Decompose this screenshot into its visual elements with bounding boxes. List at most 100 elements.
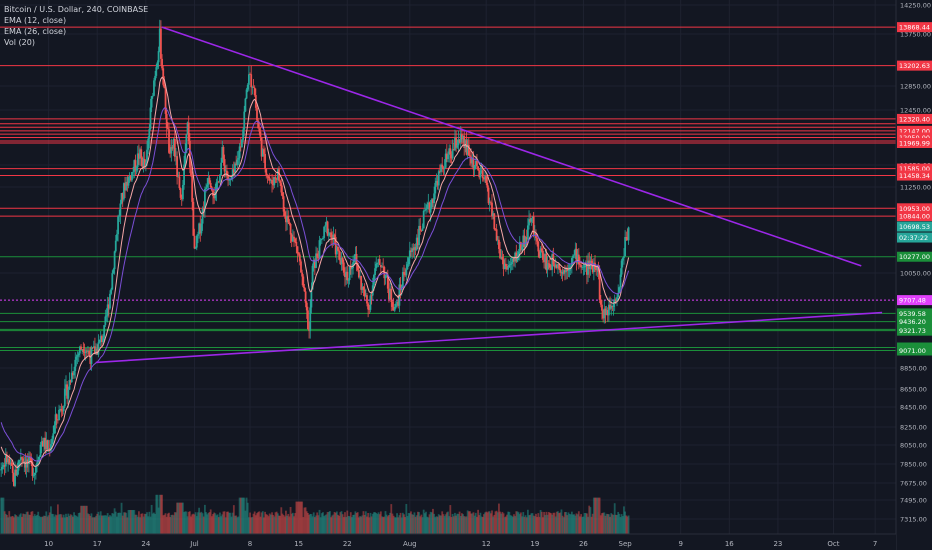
candle-body bbox=[389, 288, 392, 300]
candle-body bbox=[375, 263, 378, 269]
candle-body bbox=[251, 87, 254, 88]
indicator-ema12[interactable]: EMA (12, close) bbox=[4, 16, 67, 25]
candle-body bbox=[30, 457, 33, 462]
volume-bar bbox=[18, 514, 21, 534]
candle-body bbox=[163, 84, 166, 89]
volume-bar bbox=[565, 511, 567, 534]
volume-bar bbox=[146, 512, 148, 534]
candle-body bbox=[351, 267, 353, 270]
candle-body bbox=[36, 462, 38, 467]
candle-body bbox=[595, 268, 598, 271]
volume-bar bbox=[200, 511, 203, 534]
volume-bar bbox=[488, 511, 491, 534]
candle-body bbox=[411, 248, 414, 253]
volume-bar bbox=[398, 515, 401, 534]
candle-body bbox=[58, 409, 60, 421]
volume-bar bbox=[203, 504, 206, 534]
candle-body bbox=[473, 165, 476, 170]
volume-bar bbox=[202, 516, 205, 534]
volume-bar bbox=[128, 510, 131, 534]
candle-body bbox=[322, 237, 324, 239]
candle-body bbox=[608, 304, 610, 316]
volume-bar bbox=[404, 516, 407, 534]
volume-bar bbox=[303, 507, 306, 534]
candle-body bbox=[12, 473, 15, 486]
volume-bar bbox=[66, 517, 69, 534]
candle-body bbox=[133, 160, 136, 172]
symbol-title[interactable]: Bitcoin / U.S. Dollar, 240, COINBASE bbox=[4, 4, 150, 15]
volume-bar bbox=[474, 512, 477, 534]
candle-body bbox=[249, 74, 251, 75]
volume-bar bbox=[619, 517, 622, 534]
candle-body bbox=[492, 213, 495, 217]
candle-body bbox=[276, 169, 279, 180]
candle-body bbox=[320, 238, 323, 240]
volume-bar bbox=[106, 513, 109, 534]
resistance-label-box bbox=[897, 132, 932, 143]
candle-body bbox=[433, 193, 436, 204]
price-axis-bg bbox=[896, 0, 932, 550]
candle-body bbox=[460, 134, 463, 140]
time-tick-label: 19 bbox=[530, 540, 539, 548]
volume-bar bbox=[375, 512, 378, 534]
candle-body bbox=[272, 183, 275, 186]
volume-bar bbox=[168, 512, 170, 534]
candle-body bbox=[605, 310, 608, 316]
candle-body bbox=[573, 255, 576, 256]
volume-bar bbox=[575, 513, 578, 534]
volume-bar bbox=[440, 515, 442, 534]
candle-body bbox=[40, 441, 43, 445]
volume-bar bbox=[408, 513, 411, 534]
volume-bar bbox=[99, 511, 102, 534]
volume-bar bbox=[319, 517, 322, 534]
indicator-vol[interactable]: Vol (20) bbox=[4, 38, 35, 47]
candle-body bbox=[140, 149, 143, 158]
volume-bar bbox=[165, 516, 168, 534]
candle-body bbox=[243, 111, 246, 130]
volume-bar bbox=[457, 513, 460, 534]
candle-body bbox=[621, 258, 624, 261]
resistance-label-box bbox=[897, 125, 932, 136]
candle-body bbox=[98, 339, 101, 343]
candle-body bbox=[374, 268, 376, 276]
price-axis: 14250.0013750.0012850.0012450.0011650.00… bbox=[895, 0, 932, 550]
volume-bar bbox=[570, 511, 573, 534]
volume-bar bbox=[472, 512, 475, 534]
candle-body bbox=[485, 176, 488, 184]
candle-body bbox=[172, 138, 175, 149]
candle-body bbox=[349, 267, 352, 270]
volume-bar bbox=[103, 515, 106, 534]
volume-bar bbox=[492, 516, 495, 534]
candle-body bbox=[199, 223, 202, 234]
candle-body bbox=[153, 80, 155, 96]
volume-bar bbox=[22, 513, 25, 534]
volume-bar bbox=[243, 497, 246, 534]
candle-body bbox=[82, 349, 85, 352]
volume-bar bbox=[166, 513, 169, 534]
candle-body bbox=[56, 419, 59, 421]
candle-body bbox=[51, 438, 53, 445]
indicator-ema26[interactable]: EMA (26, close) bbox=[4, 27, 67, 36]
candle-body bbox=[487, 187, 490, 204]
candle-body bbox=[212, 190, 214, 196]
candle-body bbox=[290, 234, 293, 242]
candle-body bbox=[4, 454, 7, 467]
volume-bar bbox=[81, 505, 84, 534]
candle-body bbox=[164, 88, 167, 114]
volume-bar bbox=[169, 516, 172, 534]
volume-bar bbox=[609, 516, 611, 534]
volume-bar bbox=[176, 502, 179, 534]
volume-bar bbox=[210, 516, 213, 534]
candle-body bbox=[234, 163, 236, 173]
candle-body bbox=[52, 433, 55, 439]
price-tick-label: 11250.00 bbox=[900, 184, 931, 192]
candle-body bbox=[113, 251, 116, 270]
support-label-box bbox=[897, 251, 932, 262]
volume-bar bbox=[576, 514, 579, 534]
volume-bar bbox=[285, 510, 287, 534]
volume-bar bbox=[427, 517, 430, 534]
volume-bar bbox=[271, 512, 273, 534]
volume-bar bbox=[73, 512, 75, 534]
price-tick-label: 8250.00 bbox=[900, 424, 927, 432]
